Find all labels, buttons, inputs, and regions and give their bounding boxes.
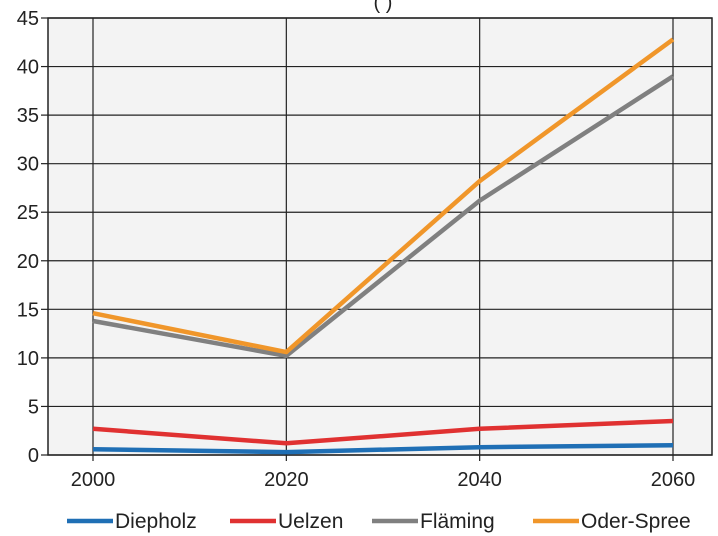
legend-label-uelzen: Uelzen: [278, 510, 343, 533]
x-tick-label: 2000: [71, 469, 116, 491]
series-line-diepholz: [92, 443, 674, 455]
y-tick-label: 20: [17, 251, 39, 273]
grid-lines: [48, 17, 712, 456]
y-tick-label: 0: [28, 445, 39, 467]
chart-title-fragment: ( ): [374, 0, 393, 14]
series-line-uelzen: [92, 418, 674, 446]
y-tick-label: 30: [17, 154, 39, 176]
y-tick-label: 40: [17, 57, 39, 79]
series-lines: [92, 37, 675, 455]
series-line-oder-spree: [92, 37, 675, 355]
y-tick-label: 25: [17, 202, 39, 224]
y-tick-label: 45: [17, 8, 39, 30]
legend-label-fl-ming: Fläming: [420, 510, 495, 533]
y-tick-label: 15: [17, 299, 39, 321]
y-tick-label: 10: [17, 348, 39, 370]
x-tick-label: 2020: [264, 469, 309, 491]
x-tick-label: 2040: [457, 469, 502, 491]
legend-label-oder-spree: Oder-Spree: [581, 510, 691, 533]
y-tick-label: 5: [28, 396, 39, 418]
y-axis-ticks: 0 5 10 15 20 25 30 35 40 45: [17, 8, 48, 467]
x-axis-ticks: 2000 2020 2040 2060: [71, 455, 696, 491]
x-tick-label: 2060: [651, 469, 696, 491]
y-tick-label: 35: [17, 105, 39, 127]
legend: Diepholz Uelzen Fläming Oder-Spree: [67, 510, 691, 533]
legend-label-diepholz: Diepholz: [115, 510, 197, 533]
series-line-fl-ming: [92, 74, 675, 359]
